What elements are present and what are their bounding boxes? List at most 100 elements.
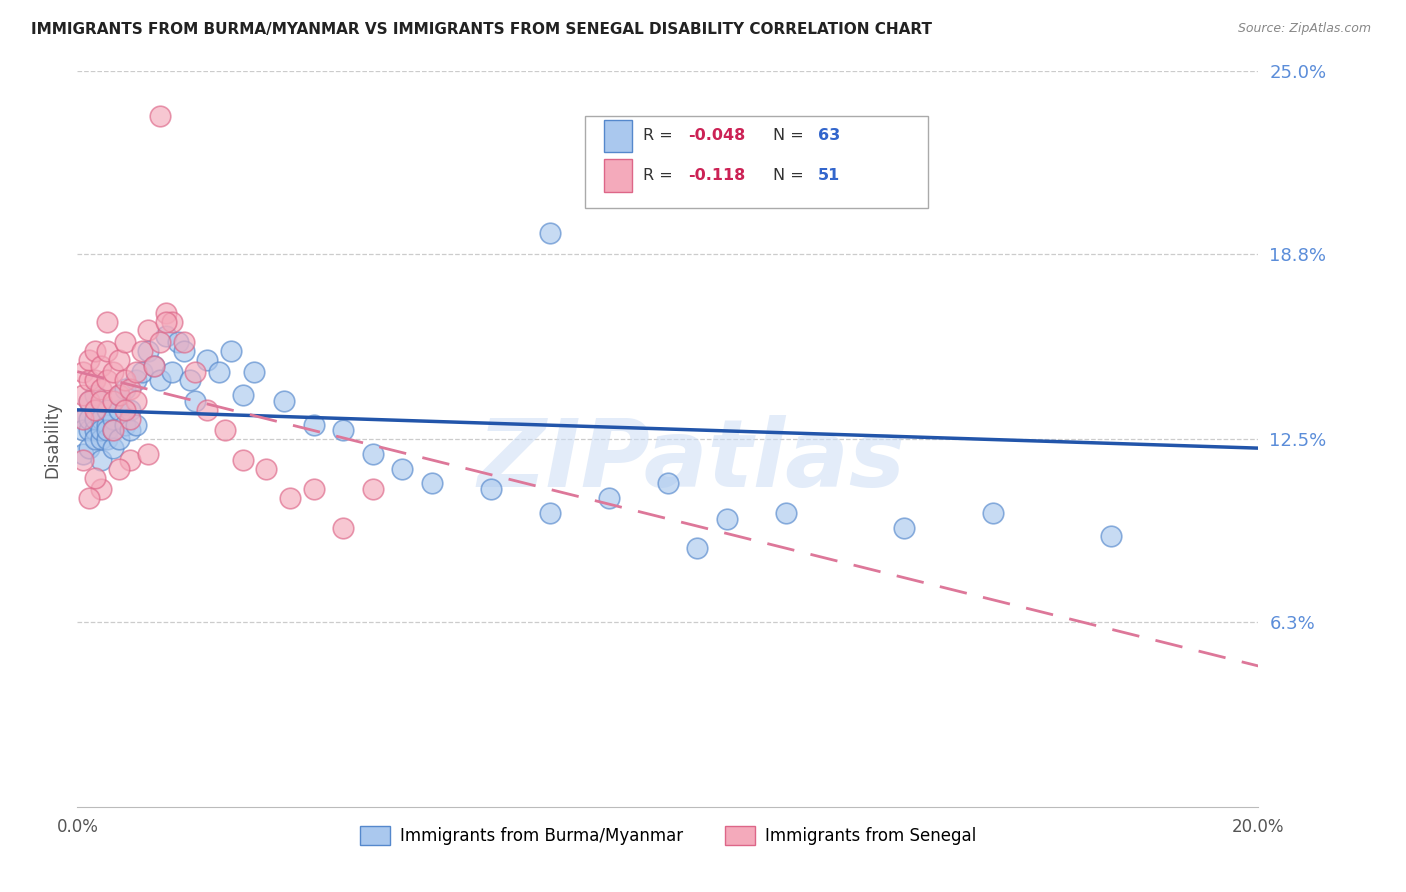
Point [143,359,166,373]
Point [84,433,107,447]
Point [84,411,107,425]
Point [214,424,236,438]
Point [90,453,112,467]
Point [84,344,107,359]
Point [775,506,797,520]
Text: R =: R = [643,169,683,183]
Point [107,388,129,402]
Point [120,411,142,425]
Point [243,365,266,379]
Point [219,344,242,359]
Point [84,403,107,417]
Point [77,411,100,425]
Text: N =: N = [773,169,808,183]
Point [125,365,148,379]
Point [149,109,172,123]
Text: -0.118: -0.118 [688,169,745,183]
Point [101,441,124,455]
Point [77,424,100,438]
Point [114,417,136,432]
Point [107,433,129,447]
Point [131,344,153,359]
Point [114,382,136,396]
Y-axis label: Disability: Disability [44,401,62,478]
Point [72,411,94,425]
Point [420,476,443,491]
Point [96,374,118,388]
Point [77,352,100,367]
Point [120,424,142,438]
Point [96,433,118,447]
Text: IMMIGRANTS FROM BURMA/MYANMAR VS IMMIGRANTS FROM SENEGAL DISABILITY CORRELATION : IMMIGRANTS FROM BURMA/MYANMAR VS IMMIGRA… [31,22,932,37]
Point [1099,529,1122,543]
Point [96,403,118,417]
Point [657,476,679,491]
Point [107,352,129,367]
Point [195,403,218,417]
Point [391,462,413,476]
Point [120,453,142,467]
Text: R =: R = [643,128,678,144]
Point [981,506,1004,520]
Point [160,315,183,329]
Point [114,335,136,350]
Legend: Immigrants from Burma/Myanmar, Immigrants from Senegal: Immigrants from Burma/Myanmar, Immigrant… [353,820,983,852]
Point [90,433,112,447]
Point [232,388,254,402]
Point [893,521,915,535]
Point [72,424,94,438]
Point [96,424,118,438]
Point [101,411,124,425]
Point [72,447,94,461]
Point [90,411,112,425]
Point [479,483,502,497]
Point [84,388,107,402]
Point [598,491,620,505]
FancyBboxPatch shape [605,120,633,153]
Point [136,344,159,359]
Point [232,453,254,467]
Point [125,394,148,409]
Text: 51: 51 [818,169,841,183]
Point [114,403,136,417]
Point [149,374,172,388]
Point [90,394,112,409]
Point [184,365,207,379]
Point [166,335,188,350]
Point [160,365,183,379]
Point [84,470,107,484]
Point [136,447,159,461]
Point [302,417,325,432]
Point [101,424,124,438]
Point [77,491,100,505]
Point [90,483,112,497]
Point [77,394,100,409]
Text: ZIPatlas: ZIPatlas [478,416,905,508]
Point [155,329,177,343]
Point [195,352,218,367]
Text: N =: N = [773,128,808,144]
Point [90,424,112,438]
Point [184,394,207,409]
Point [302,483,325,497]
Point [278,491,301,505]
Text: -0.048: -0.048 [688,128,745,144]
Point [120,382,142,396]
FancyBboxPatch shape [605,160,633,192]
Point [84,374,107,388]
Point [179,374,201,388]
Point [208,365,231,379]
Point [77,394,100,409]
Point [361,483,384,497]
Point [107,462,129,476]
Point [361,447,384,461]
Point [155,315,177,329]
Point [125,374,148,388]
Point [72,388,94,402]
Point [77,374,100,388]
Point [120,403,142,417]
Point [136,323,159,337]
Point [173,335,195,350]
Text: Source: ZipAtlas.com: Source: ZipAtlas.com [1237,22,1371,36]
Point [72,411,94,425]
